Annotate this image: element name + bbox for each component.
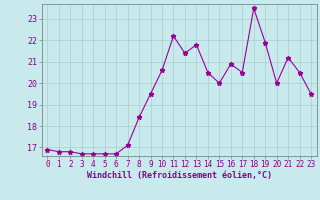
X-axis label: Windchill (Refroidissement éolien,°C): Windchill (Refroidissement éolien,°C) <box>87 171 272 180</box>
